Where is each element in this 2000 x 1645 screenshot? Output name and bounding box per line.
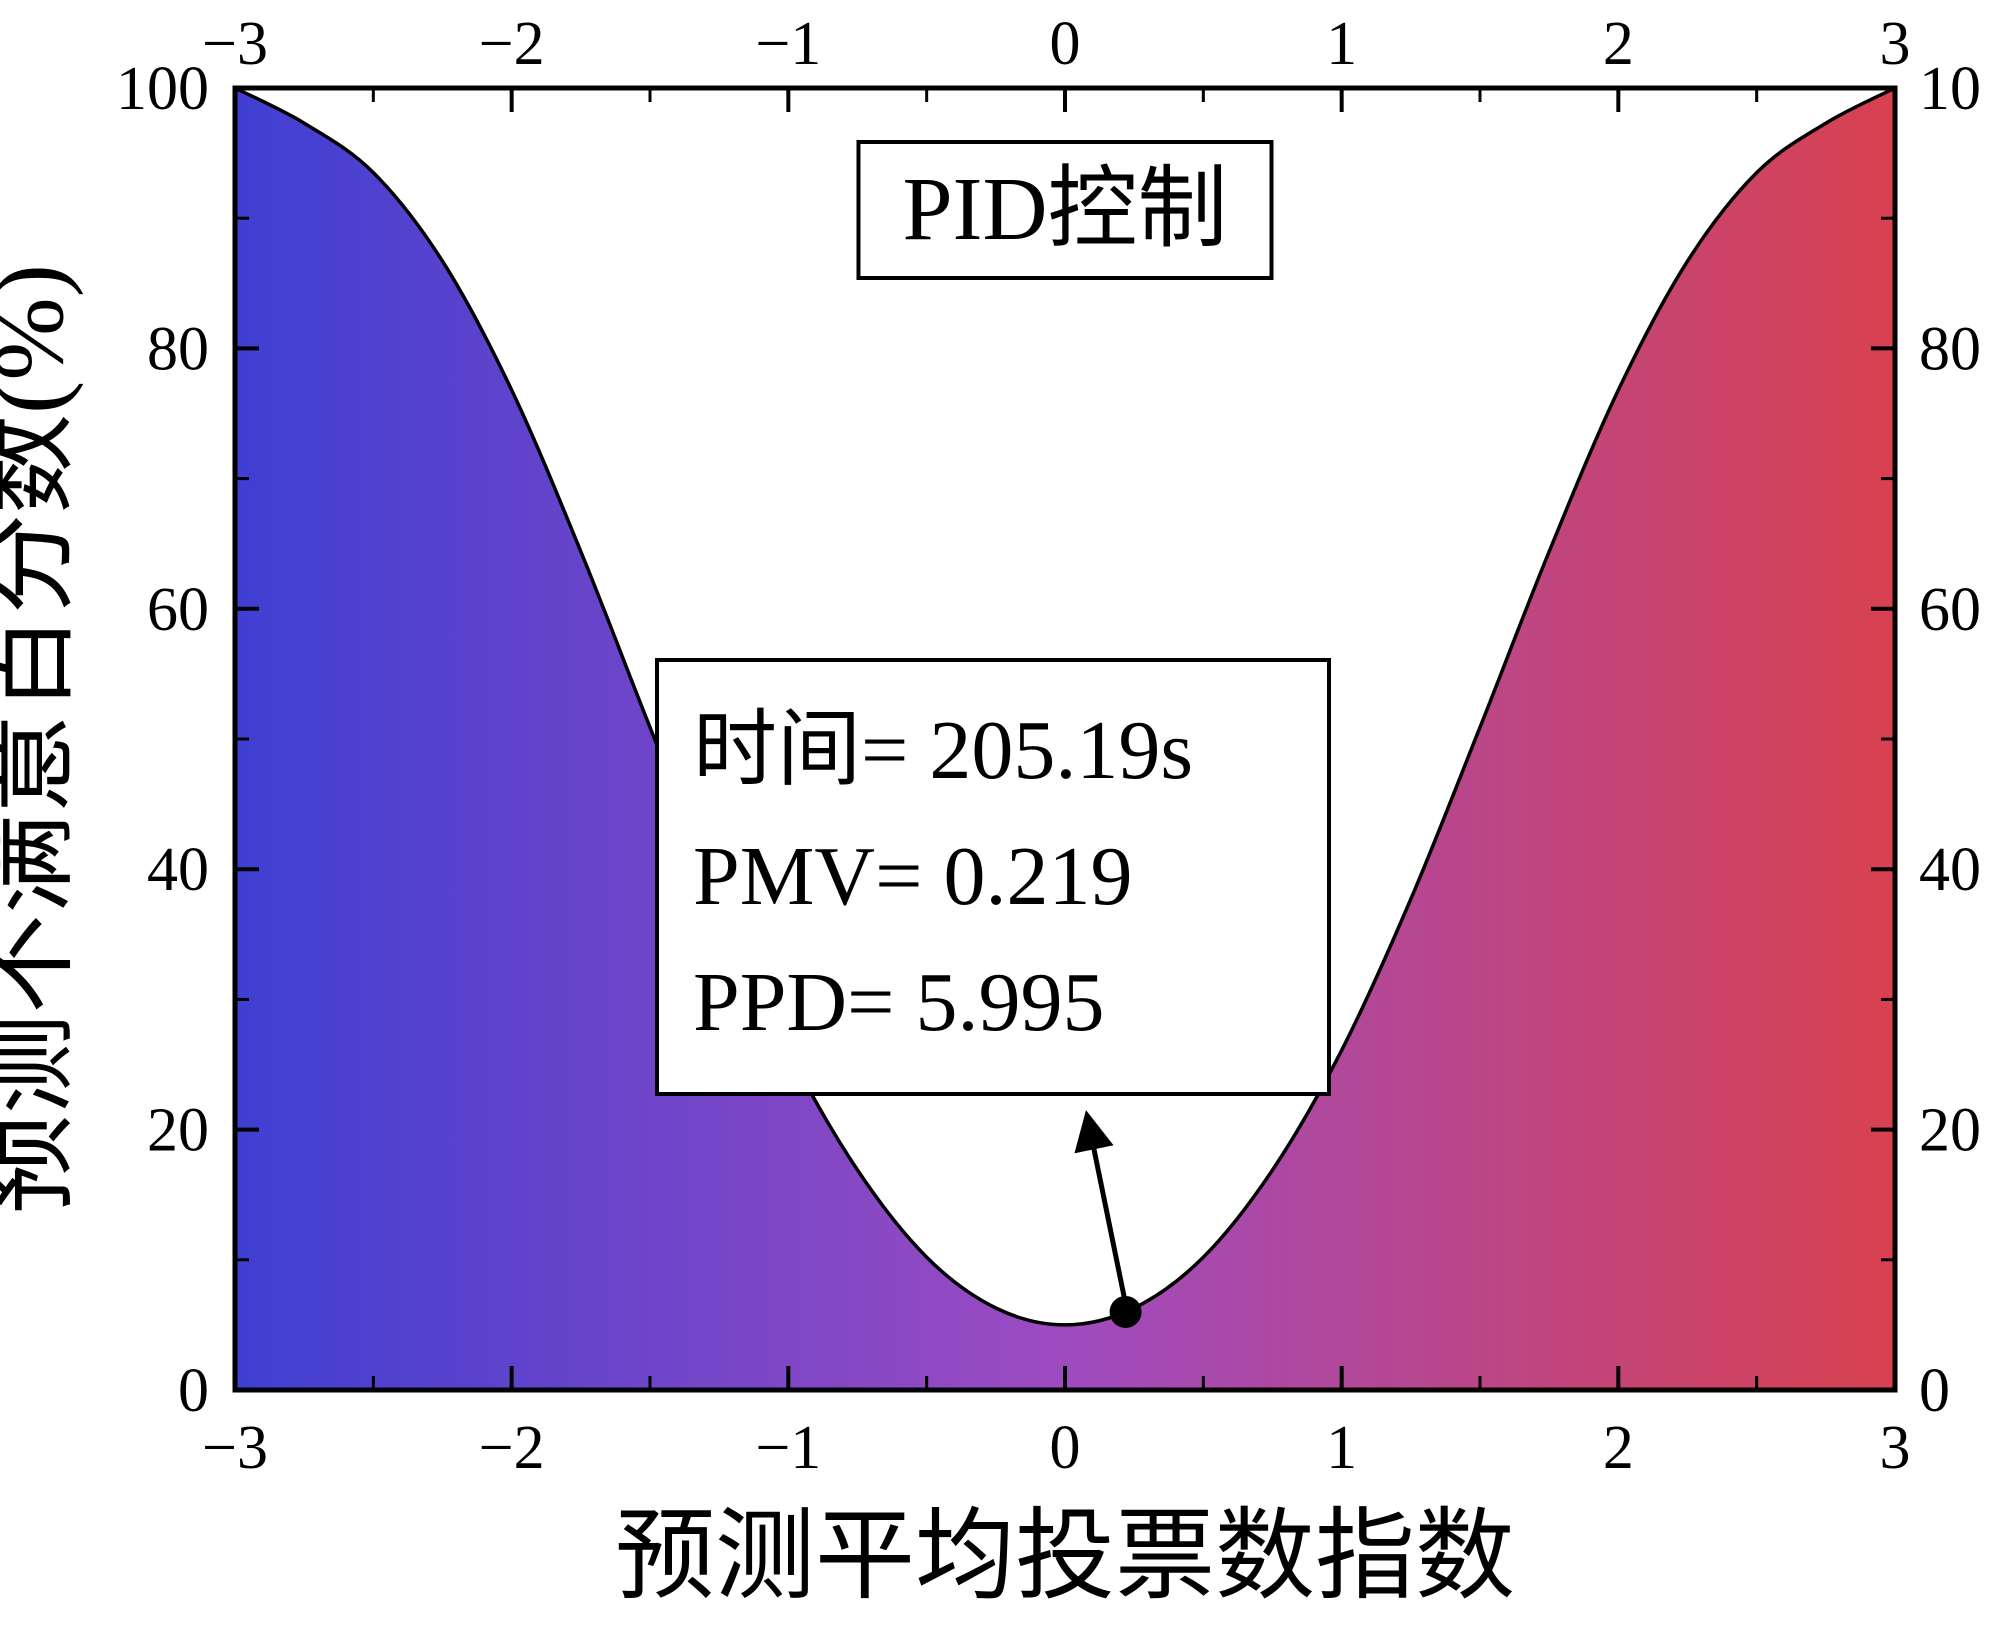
y-tick-label-right: 40 xyxy=(1919,836,1981,904)
x-tick-label-top: 2 xyxy=(1603,10,1634,78)
y-tick-label-left: 40 xyxy=(147,836,209,904)
x-tick-label-bottom: −3 xyxy=(202,1414,268,1482)
annotation-time: 时间= 205.19s xyxy=(693,704,1194,797)
ppd-area-fill xyxy=(235,88,1895,1390)
x-tick-label-bottom: 1 xyxy=(1326,1414,1357,1482)
y-tick-label-left: 100 xyxy=(116,55,209,123)
y-tick-label-right: 80 xyxy=(1919,315,1981,383)
x-tick-label-bottom: −2 xyxy=(479,1414,545,1482)
x-tick-label-bottom: 0 xyxy=(1050,1414,1081,1482)
annotation-pmv: PMV= 0.219 xyxy=(693,830,1133,923)
ppd-curve xyxy=(234,86,1896,1327)
x-tick-label-top: −2 xyxy=(479,10,545,78)
x-axis-label: 预测平均投票数指数 xyxy=(615,1501,1515,1612)
x-tick-label-top: 0 xyxy=(1050,10,1081,78)
x-tick-label-bottom: 2 xyxy=(1603,1414,1634,1482)
y-tick-label-right: 20 xyxy=(1919,1097,1981,1165)
x-tick-label-top: 1 xyxy=(1326,10,1357,78)
annotation-ppd: PPD= 5.995 xyxy=(693,956,1105,1049)
x-tick-label-bottom: 3 xyxy=(1880,1414,1911,1482)
x-tick-label-top: 3 xyxy=(1880,10,1911,78)
y-tick-label-left: 60 xyxy=(147,576,209,644)
data-point-marker xyxy=(1109,1295,1142,1328)
annotation-arrow xyxy=(1074,1110,1129,1305)
y-tick-label-right: 60 xyxy=(1919,576,1981,644)
y-tick-label-left: 0 xyxy=(178,1357,209,1425)
chart-title-box: PID控制 xyxy=(856,140,1274,280)
x-tick-label-bottom: −1 xyxy=(755,1414,821,1482)
y-tick-label-left: 20 xyxy=(147,1097,209,1165)
y-tick-label-left: 80 xyxy=(147,315,209,383)
x-tick-label-top: −1 xyxy=(755,10,821,78)
x-tick-label-top: −3 xyxy=(202,10,268,78)
y-tick-label-right: 10 xyxy=(1919,55,1981,123)
chart-title: PID控制 xyxy=(902,160,1228,259)
annotation-box: 时间= 205.19s PMV= 0.219 PPD= 5.995 xyxy=(655,658,1331,1096)
y-axis-label: 预测不满意百分数(%) xyxy=(0,264,84,1214)
y-tick-label-right: 0 xyxy=(1919,1357,1950,1425)
